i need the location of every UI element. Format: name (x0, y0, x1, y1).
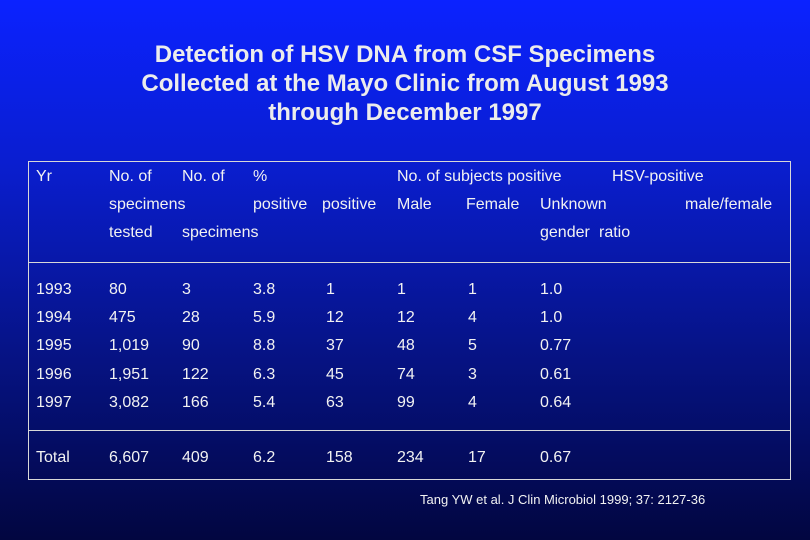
cell-male: 45 (326, 366, 344, 383)
cell-male: 37 (326, 337, 344, 354)
cell-pct: 8.8 (253, 337, 276, 354)
cell-female: 99 (397, 394, 415, 411)
cell-female: 234 (397, 449, 424, 466)
cell-tested: 1,951 (109, 366, 150, 383)
title-line-2: Collected at the Mayo Clinic from August… (141, 70, 669, 97)
header-specimens-tested-line1: No. of (109, 168, 152, 185)
header-yr: Yr (36, 168, 52, 185)
header-female: Female (466, 196, 520, 213)
source-citation: Tang YW et al. J Clin Microbiol 1999; 37… (420, 492, 706, 507)
cell-tested: 80 (109, 281, 127, 298)
cell-unknown: 4 (468, 309, 477, 326)
cell-ratio: 0.67 (540, 449, 572, 466)
data-table-frame (28, 161, 791, 480)
cell-positive: 3 (182, 281, 191, 298)
cell-ratio: 0.77 (540, 337, 572, 354)
cell-female: 12 (397, 309, 415, 326)
header-positive-specimens-line1: No. of (182, 168, 225, 185)
cell-positive: 28 (182, 309, 200, 326)
header-ratio-line1: HSV-positive (612, 168, 704, 185)
cell-male: 63 (326, 394, 344, 411)
header-ratio-line3: ratio (599, 224, 631, 241)
cell-unknown: 4 (468, 394, 477, 411)
cell-positive: 122 (182, 366, 209, 383)
cell-yr: 1993 (36, 281, 72, 298)
cell-yr: 1994 (36, 309, 72, 326)
cell-yr: 1996 (36, 366, 72, 383)
header-positive-specimens-line2: positive (322, 196, 377, 213)
header-positive-specimens-line3: specimens (182, 224, 259, 241)
cell-positive: 90 (182, 337, 200, 354)
header-ratio-line2: male/female (685, 196, 773, 213)
cell-ratio: 0.61 (540, 366, 572, 383)
header-specimens-tested-line3: tested (109, 224, 153, 241)
cell-female: 1 (397, 281, 406, 298)
cell-positive: 409 (182, 449, 209, 466)
cell-tested: 3,082 (109, 394, 150, 411)
header-pct-positive-line2: positive (253, 196, 308, 213)
total-divider (28, 430, 791, 431)
cell-pct: 6.3 (253, 366, 276, 383)
cell-male: 12 (326, 309, 344, 326)
cell-pct: 5.4 (253, 394, 276, 411)
cell-ratio: 1.0 (540, 309, 563, 326)
cell-unknown: 17 (468, 449, 486, 466)
cell-tested: 6,607 (109, 449, 150, 466)
cell-female: 48 (397, 337, 415, 354)
cell-yr: 1995 (36, 337, 72, 354)
cell-male: 1 (326, 281, 335, 298)
cell-yr: 1997 (36, 394, 72, 411)
cell-ratio: 0.64 (540, 394, 572, 411)
cell-pct: 3.8 (253, 281, 276, 298)
cell-unknown: 3 (468, 366, 477, 383)
cell-positive: 166 (182, 394, 209, 411)
title-line-3: through December 1997 (268, 99, 542, 126)
header-divider (28, 262, 791, 263)
cell-tested: 1,019 (109, 337, 150, 354)
slide-title: Detection of HSV DNA from CSF Specimens … (0, 40, 810, 127)
cell-male: 158 (326, 449, 353, 466)
header-pct-positive-line1: % (253, 168, 268, 185)
cell-pct: 6.2 (253, 449, 276, 466)
header-subjects-positive-group: No. of subjects positive (397, 168, 562, 185)
cell-pct: 5.9 (253, 309, 276, 326)
cell-yr: Total (36, 449, 70, 466)
cell-unknown: 1 (468, 281, 477, 298)
title-line-1: Detection of HSV DNA from CSF Specimens (154, 41, 656, 68)
header-specimens-tested-line2: specimens (109, 196, 186, 213)
header-unknown-line2: gender (540, 224, 590, 241)
cell-tested: 475 (109, 309, 136, 326)
cell-female: 74 (397, 366, 415, 383)
header-unknown-line1: Unknown (540, 196, 607, 213)
cell-ratio: 1.0 (540, 281, 563, 298)
cell-unknown: 5 (468, 337, 477, 354)
header-male: Male (397, 196, 432, 213)
